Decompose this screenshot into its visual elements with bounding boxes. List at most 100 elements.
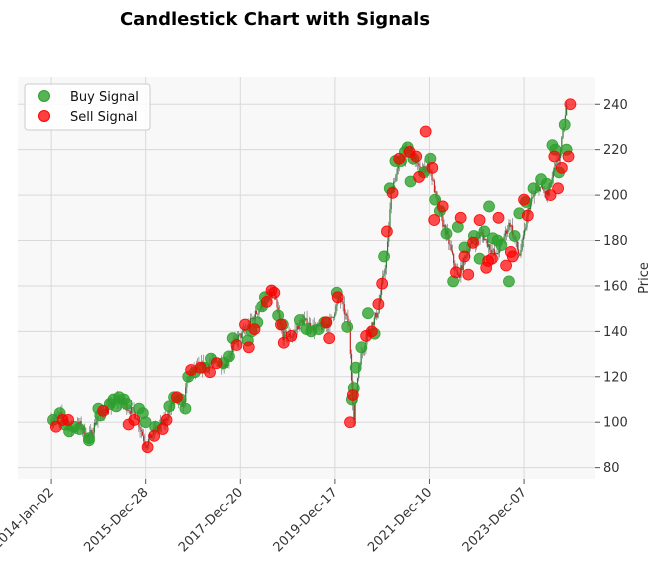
candle-body — [306, 318, 308, 328]
y-tick-label: 140 — [603, 325, 628, 340]
sell-signal-marker — [376, 277, 389, 290]
candle-body — [346, 313, 348, 316]
candle-body — [334, 313, 336, 318]
sell-signal-marker — [544, 189, 557, 202]
sell-signal-marker — [97, 404, 110, 417]
candle-body — [519, 254, 521, 256]
sell-signal-marker — [331, 291, 344, 304]
buy-signal-marker — [223, 350, 235, 363]
buy-signal-marker — [558, 118, 571, 131]
y-tick-label: 200 — [603, 189, 628, 204]
sell-signal-marker — [141, 441, 154, 454]
buy-signal-marker — [83, 434, 95, 447]
candle-body — [185, 387, 187, 402]
candle-body — [490, 249, 492, 253]
sell-signal-marker — [160, 414, 173, 426]
candle-body — [349, 326, 351, 355]
sell-signal-marker — [552, 182, 565, 195]
candle-body — [508, 222, 510, 230]
sell-signal-marker — [458, 250, 471, 263]
candle-body — [394, 181, 396, 183]
candle-body — [242, 329, 244, 332]
sell-signal-marker — [555, 161, 568, 174]
buy-signal-marker — [483, 200, 495, 213]
candle-body — [479, 233, 481, 239]
candle-body — [526, 215, 528, 228]
candle-body — [383, 273, 385, 276]
candle-body — [492, 249, 494, 251]
candle-body — [305, 318, 307, 320]
legend-buy-label: Buy Signal — [70, 90, 139, 105]
candle-body — [503, 236, 505, 241]
x-tick-label: 2023-Dec-07 — [460, 485, 530, 555]
candle-body — [372, 322, 374, 326]
candle-body — [255, 310, 258, 314]
candle-body — [254, 310, 256, 320]
sell-signal-marker — [277, 336, 290, 349]
candle-body — [491, 250, 493, 253]
legend-sell-marker — [38, 110, 50, 122]
buy-signal-marker — [120, 398, 133, 410]
candle-body — [485, 238, 487, 240]
candle-body — [390, 192, 392, 210]
candle-body — [330, 316, 332, 319]
buy-signal-marker — [540, 177, 553, 190]
candle-body — [353, 405, 355, 421]
candle-body — [231, 346, 234, 353]
sell-signal-marker — [436, 200, 449, 213]
candle-body — [462, 258, 464, 271]
candle-body — [528, 207, 530, 210]
sell-signal-marker — [230, 339, 243, 351]
sell-signal-marker — [285, 330, 298, 342]
candle-body — [443, 224, 445, 227]
y-tick-label: 220 — [603, 143, 628, 158]
sell-signal-marker — [473, 214, 486, 226]
sell-signal-marker — [562, 150, 575, 163]
buy-signal-marker — [378, 250, 390, 263]
candle-body — [96, 420, 98, 425]
candle-body — [451, 250, 454, 254]
candle-body — [186, 382, 188, 388]
candle-body — [555, 163, 557, 168]
candle-body — [377, 312, 379, 318]
candle-body — [131, 407, 133, 414]
sell-signal-marker — [242, 341, 255, 354]
buy-signal-marker — [73, 423, 86, 435]
candle-body — [94, 422, 97, 425]
candle-body — [298, 325, 300, 330]
candle-body — [128, 410, 130, 412]
candle-body — [341, 301, 343, 303]
candle-body — [522, 235, 524, 240]
candle-body — [566, 105, 568, 116]
candle-body — [432, 180, 434, 182]
x-tick-label: 2019-Dec-17 — [271, 485, 341, 555]
candle-body — [558, 158, 561, 161]
sell-signal-marker — [128, 414, 141, 426]
candle-body — [520, 249, 522, 256]
signal-markers — [47, 98, 577, 454]
candle-body — [486, 239, 488, 247]
candle-body — [276, 299, 278, 308]
x-tick-label: 2017-Dec-20 — [176, 485, 246, 555]
plot-area — [18, 77, 595, 479]
y-tick-label: 120 — [603, 370, 628, 385]
candle-body — [389, 209, 391, 230]
candle-body — [435, 191, 437, 193]
y-tick-label: 100 — [603, 416, 628, 431]
candle-body — [139, 426, 141, 430]
candle-body — [510, 225, 512, 227]
sell-signal-marker — [485, 252, 498, 265]
x-tick-label: 2014-Jan-02 — [0, 485, 57, 552]
candle-body — [525, 227, 527, 230]
candle-body — [497, 252, 499, 255]
candle-body — [493, 249, 496, 255]
candle-body — [531, 197, 533, 202]
sell-signal-marker — [171, 391, 183, 404]
candle-body — [454, 263, 456, 270]
sell-signal-marker — [239, 318, 251, 331]
candle-body — [562, 129, 564, 138]
candle-body — [283, 331, 285, 341]
candle-body — [90, 430, 92, 434]
candle-body — [343, 303, 345, 315]
x-axis: 2014-Jan-02 2015-Dec-28 2017-Dec-20 2019-De… — [0, 479, 530, 555]
